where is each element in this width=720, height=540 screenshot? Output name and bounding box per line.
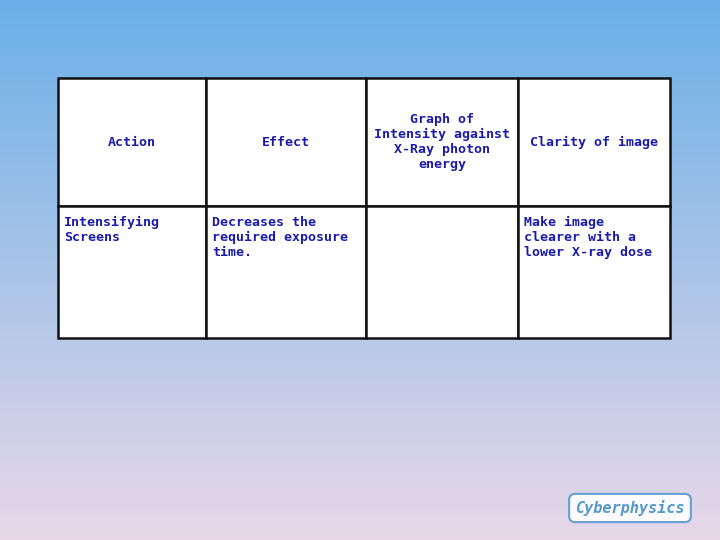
Text: Intensifying
Screens: Intensifying Screens xyxy=(64,216,160,244)
Bar xyxy=(58,206,206,338)
Text: Decreases the
required exposure
time.: Decreases the required exposure time. xyxy=(212,216,348,259)
Bar xyxy=(206,206,366,338)
Text: Graph of
Intensity against
X-Ray photon
energy: Graph of Intensity against X-Ray photon … xyxy=(374,113,510,171)
Text: Effect: Effect xyxy=(262,136,310,148)
Text: Make image
clearer with a
lower X-ray dose: Make image clearer with a lower X-ray do… xyxy=(524,216,652,259)
Text: Cyberphysics: Cyberphysics xyxy=(575,500,685,516)
Bar xyxy=(206,78,366,206)
Text: Clarity of image: Clarity of image xyxy=(530,136,658,148)
Bar xyxy=(58,78,206,206)
Bar xyxy=(366,78,518,206)
Bar xyxy=(366,206,518,338)
Bar xyxy=(518,78,670,206)
Bar xyxy=(518,206,670,338)
Text: Action: Action xyxy=(108,136,156,148)
